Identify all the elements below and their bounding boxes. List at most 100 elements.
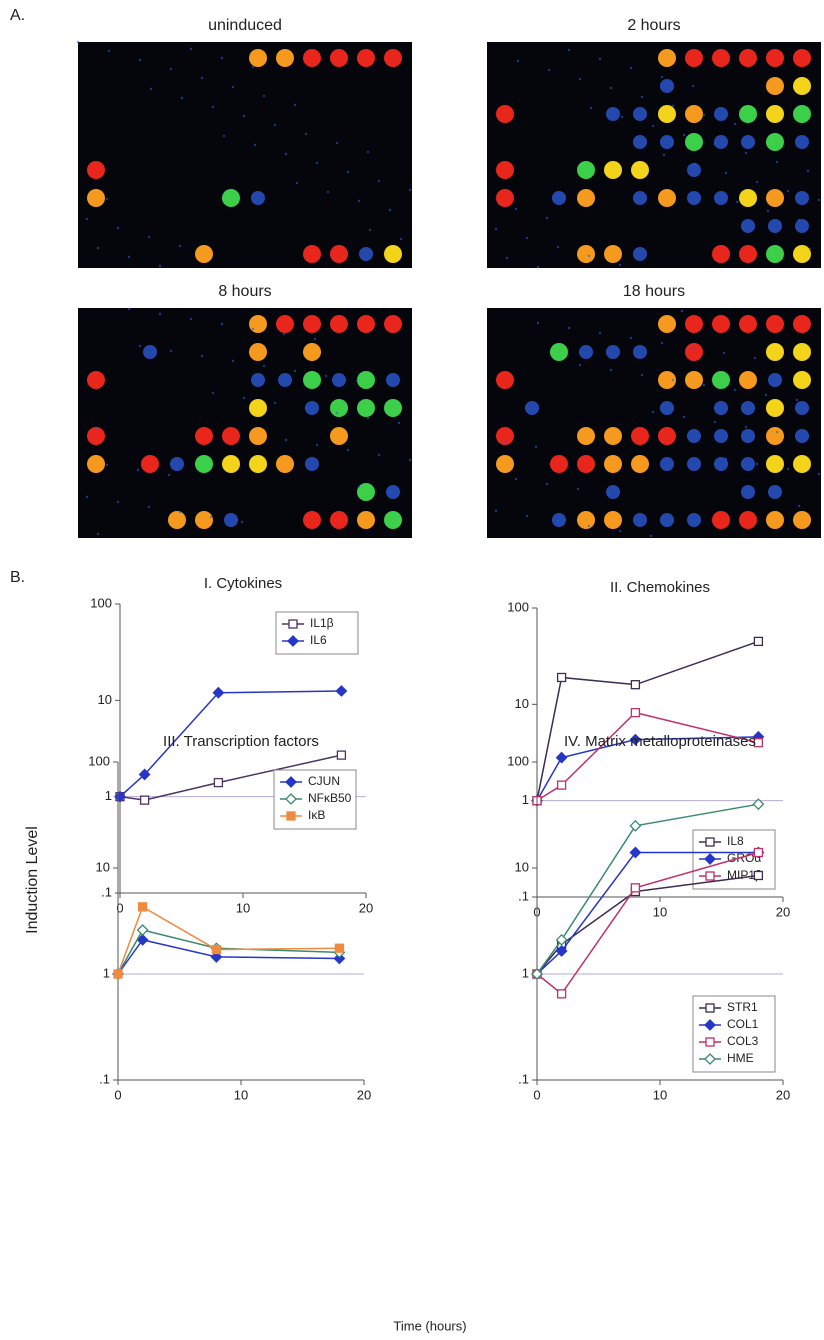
array-spot [87, 455, 105, 473]
array-spot [303, 49, 321, 67]
array-noise [620, 115, 624, 119]
array-noise [545, 482, 549, 486]
array-spot [143, 345, 157, 359]
array-spot [631, 455, 649, 473]
array-noise [609, 86, 613, 90]
array-noise [366, 150, 370, 154]
marker [285, 793, 297, 805]
array-noise [242, 396, 246, 400]
array-spot [766, 245, 784, 263]
array-spot [276, 455, 294, 473]
array-spot [714, 107, 728, 121]
array-spot [795, 429, 809, 443]
array-spot [631, 161, 649, 179]
array-noise [775, 430, 779, 434]
array-spot [303, 343, 321, 361]
array-noise [545, 216, 549, 220]
marker [335, 685, 348, 697]
array-spot [278, 373, 292, 387]
array-noise [273, 401, 277, 405]
array-noise [733, 388, 737, 392]
array-noise [116, 226, 120, 230]
array-noise [598, 331, 602, 335]
array-noise [682, 133, 686, 137]
array-spot [660, 457, 674, 471]
array-spot [658, 315, 676, 333]
legend-label: NFκB50 [308, 791, 352, 805]
x-tick-label: 10 [653, 1087, 667, 1102]
array-spot [685, 49, 703, 67]
array-noise [262, 364, 266, 368]
array-spot [87, 189, 105, 207]
series-line [119, 754, 342, 801]
y-tick-label: 10 [515, 696, 529, 711]
array-noise [313, 337, 317, 341]
series-line [536, 711, 759, 802]
array-spot [739, 245, 757, 263]
array-spot [276, 49, 294, 67]
marker [753, 870, 764, 881]
array-noise [609, 368, 613, 372]
array-noise [149, 87, 153, 91]
array-spot [496, 161, 514, 179]
array-noise [408, 188, 412, 192]
chart-title: I. Cytokines [204, 575, 282, 592]
array-spot [793, 371, 811, 389]
array-spot [793, 77, 811, 95]
array-noise [691, 346, 695, 350]
marker [285, 776, 297, 788]
array-noise [357, 485, 361, 489]
marker [705, 871, 715, 881]
array-spot [687, 513, 701, 527]
array-spot [768, 373, 782, 387]
legend-label: HME [727, 1051, 754, 1065]
array-noise [335, 141, 339, 145]
array-spot [766, 511, 784, 529]
marker [287, 635, 299, 647]
array-spot [714, 401, 728, 415]
array-noise [587, 254, 591, 258]
array-spot [195, 511, 213, 529]
array-noise [178, 510, 182, 514]
array-noise [138, 58, 142, 62]
array-noise [764, 393, 768, 397]
array-noise [505, 256, 509, 260]
array-spot [496, 427, 514, 445]
x-tick-label: 0 [114, 1087, 121, 1102]
array-noise [598, 57, 602, 61]
array-spot [496, 455, 514, 473]
legend-label: IκB [308, 808, 325, 822]
array-spot [222, 189, 240, 207]
array-spot [249, 343, 267, 361]
array-spot [384, 245, 402, 263]
array-noise [388, 208, 392, 212]
legend-label: IL8 [727, 834, 744, 848]
array-spot [305, 457, 319, 471]
array-noise [753, 356, 757, 360]
array-spot [795, 191, 809, 205]
series-line [117, 929, 340, 975]
array-spot [766, 189, 784, 207]
array-noise [200, 354, 204, 358]
marker [113, 969, 123, 979]
array-spot [251, 373, 265, 387]
array-noise [169, 349, 173, 353]
array-noise [220, 56, 224, 60]
y-tick-label: .1 [101, 884, 112, 899]
series-line [117, 939, 340, 975]
array-image [78, 42, 412, 268]
y-tick-label: 1 [522, 965, 529, 980]
chart-title: III. Transcription factors [163, 733, 319, 750]
array-noise [189, 47, 193, 51]
array-noise [536, 321, 540, 325]
array-spot [766, 399, 784, 417]
marker [753, 636, 764, 647]
array-noise [222, 134, 226, 138]
array-noise [534, 445, 538, 449]
x-axis-label: Time (hours) [393, 1318, 466, 1333]
array-noise [795, 398, 799, 402]
array-spot [577, 455, 595, 473]
legend-label: CJUN [308, 774, 340, 788]
array-spot [357, 511, 375, 529]
